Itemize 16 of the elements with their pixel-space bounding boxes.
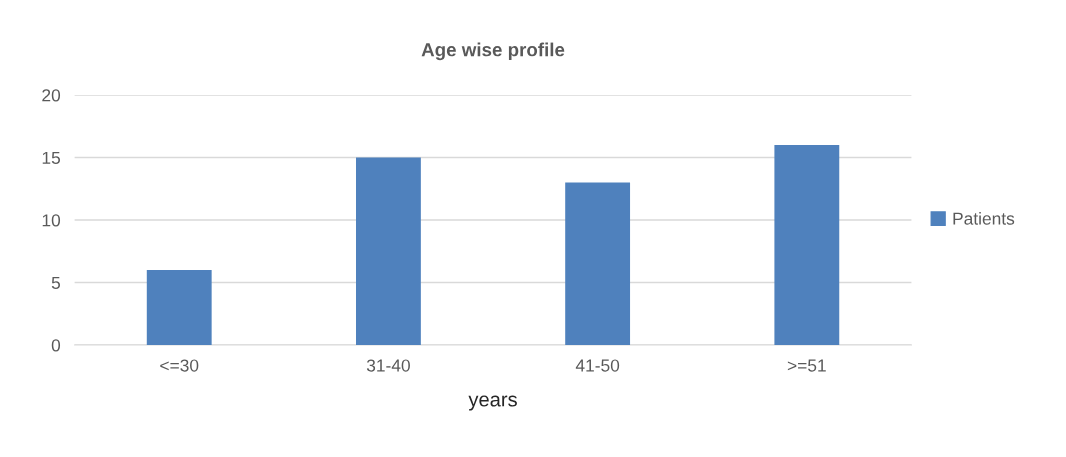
x-tick-label: >=51 xyxy=(787,359,826,372)
x-tick-label: <=30 xyxy=(160,359,199,372)
y-tick-label: 5 xyxy=(51,276,60,289)
bar xyxy=(356,157,421,346)
x-tick-label: 31-40 xyxy=(366,359,410,372)
y-tick-label: 0 xyxy=(51,339,61,352)
bar xyxy=(774,145,840,346)
y-tick-label: 15 xyxy=(42,151,61,165)
chart-title: Age wise profile xyxy=(421,42,565,61)
y-tick-label: 10 xyxy=(42,214,61,227)
x-axis-title: years xyxy=(468,395,517,411)
y-tick-label: 20 xyxy=(42,89,61,102)
bar xyxy=(565,182,631,346)
legend-label: Patients xyxy=(953,212,1015,225)
bar xyxy=(146,270,212,346)
x-tick-label: 41-50 xyxy=(575,359,620,372)
